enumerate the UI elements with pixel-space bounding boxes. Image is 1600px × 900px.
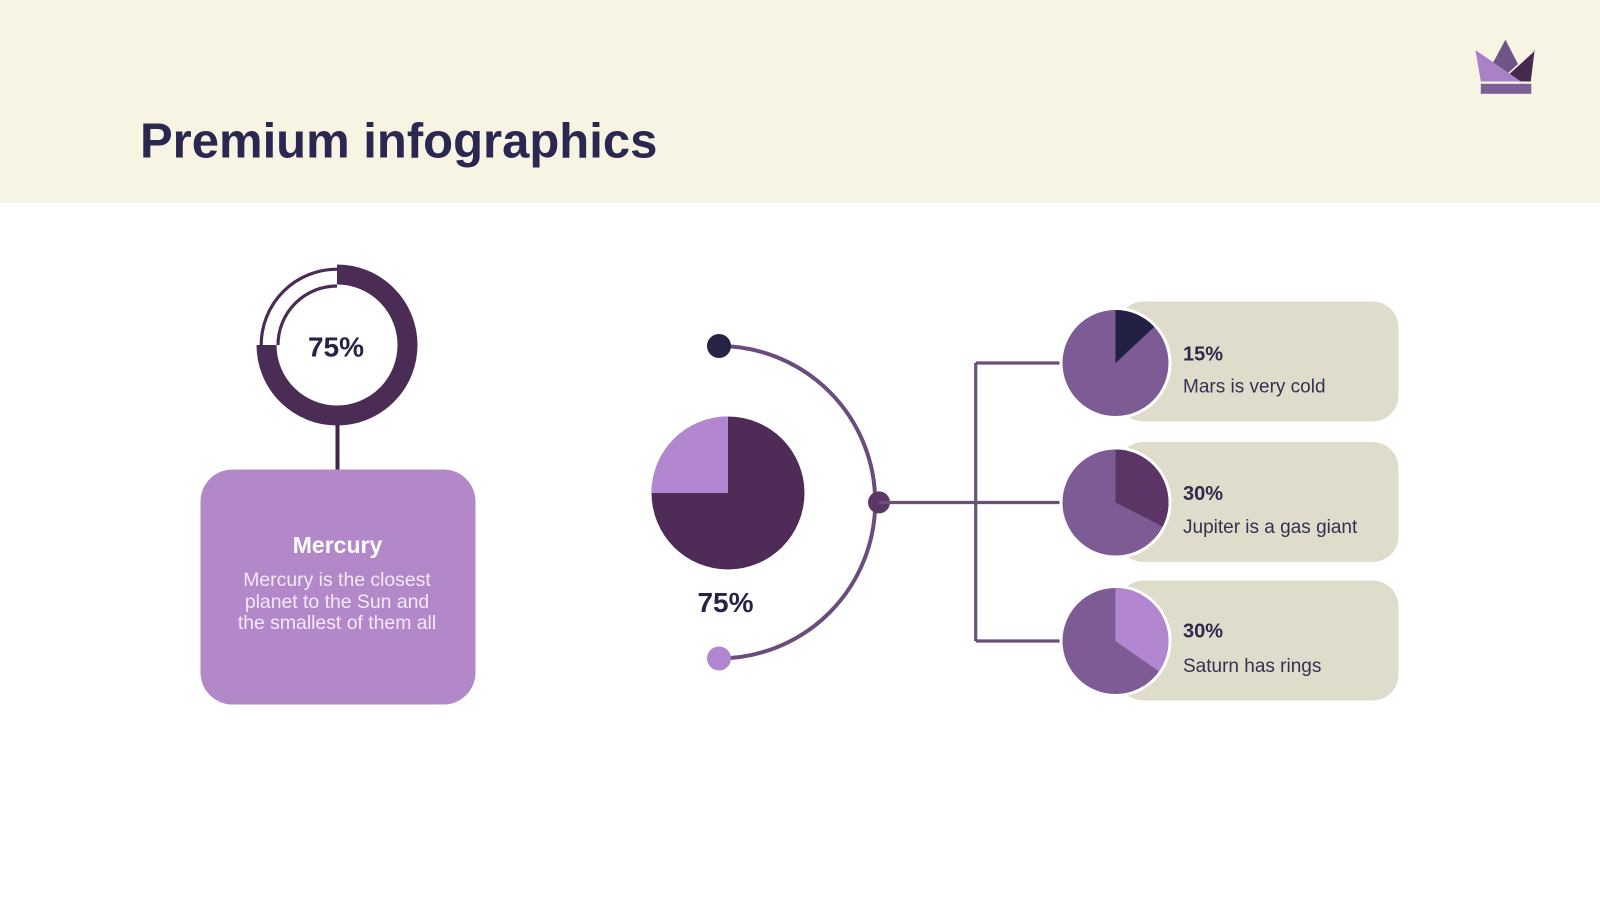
svg-text:30%: 30% (1183, 483, 1223, 505)
svg-text:Mercury is the closest: Mercury is the closest (243, 569, 431, 591)
svg-text:Jupiter is a gas giant: Jupiter is a gas giant (1183, 517, 1358, 538)
svg-text:planet to the Sun and: planet to the Sun and (245, 591, 429, 613)
svg-text:75%: 75% (308, 332, 364, 363)
svg-text:75%: 75% (697, 587, 753, 618)
svg-text:Mars is very cold: Mars is very cold (1183, 377, 1326, 398)
svg-text:Premium infographics: Premium infographics (140, 115, 657, 169)
svg-text:the smallest of them all: the smallest of them all (238, 612, 436, 634)
svg-text:Saturn has rings: Saturn has rings (1183, 656, 1321, 677)
svg-text:15%: 15% (1183, 344, 1223, 366)
svg-text:Mercury: Mercury (293, 532, 383, 558)
svg-text:30%: 30% (1183, 621, 1223, 643)
